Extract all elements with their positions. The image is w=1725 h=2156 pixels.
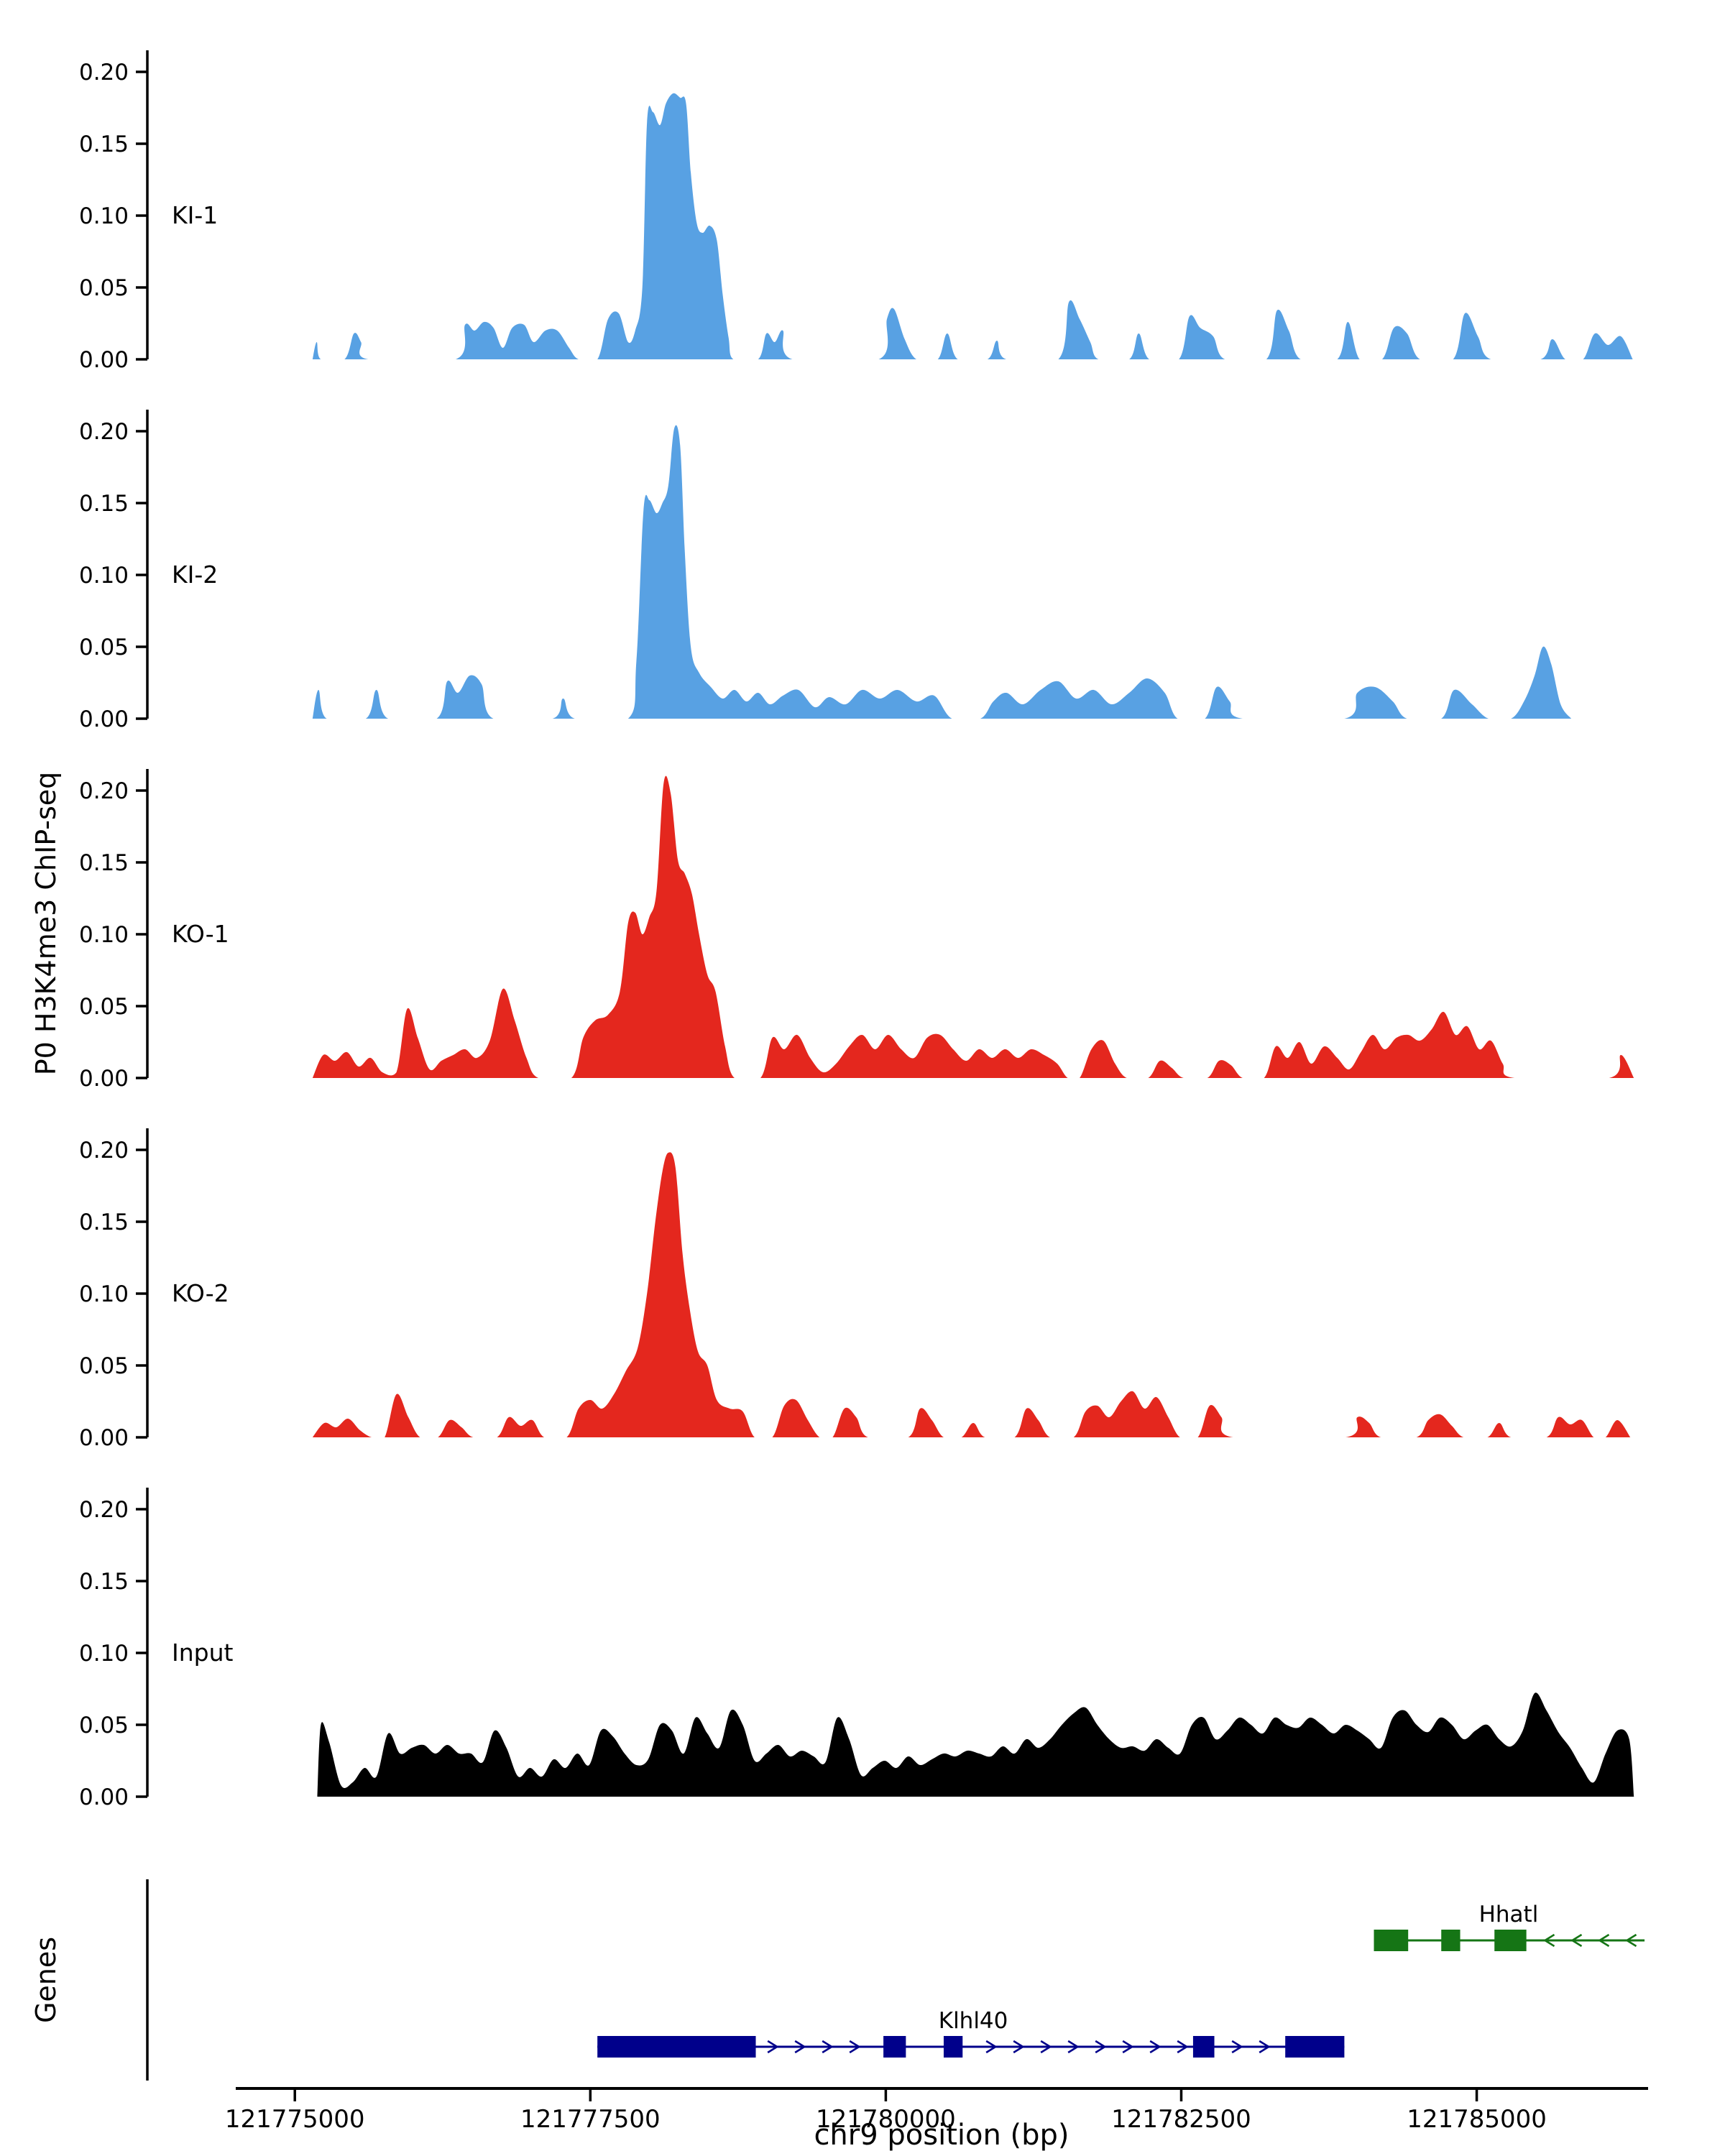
y-axis-ticks: 0.00 0.05 0.10 0.15 0.20 (79, 1497, 147, 1810)
gene-Hhatl: Hhatl (1374, 1902, 1645, 1951)
track-Input: 0.00 0.05 0.10 0.15 0.20 Input (79, 1488, 1634, 1810)
y-axis-ticks: 0.00 0.05 0.10 0.15 0.20 (79, 60, 147, 373)
genes-axis-title: Genes (30, 1936, 62, 2024)
gene-name-label: Hhatl (1479, 1902, 1539, 1927)
x-tick-label: 121775000 (225, 2105, 365, 2134)
y-tick-label: 0.05 (79, 994, 129, 1020)
gene-exon (597, 2036, 756, 2058)
gene-exon (943, 2036, 963, 2058)
strand-arrow-icon (767, 2040, 779, 2054)
strand-arrow-icon (1013, 2040, 1025, 2054)
strand-arrow-icon (1067, 2040, 1080, 2054)
track-label: KO-1 (172, 920, 229, 948)
strand-arrow-icon (985, 2040, 998, 2054)
gene-name-label: Klhl40 (939, 2008, 1008, 2034)
y-tick-label: 0.05 (79, 1353, 129, 1379)
strand-arrow-icon (1598, 1933, 1610, 1948)
y-tick-label: 0.00 (79, 347, 129, 373)
coverage-area-KI-2 (312, 425, 1572, 719)
gene-Klhl40: Klhl40 (597, 2008, 1345, 2058)
y-tick-label: 0.15 (79, 1210, 129, 1235)
track-KO-1: 0.00 0.05 0.10 0.15 0.20 KO-1 (79, 769, 1634, 1092)
x-tick-label: 121777500 (520, 2105, 661, 2134)
coverage-area-KI-1 (312, 93, 1633, 359)
strand-arrow-icon (1040, 2040, 1052, 2054)
y-tick-label: 0.15 (79, 491, 129, 517)
y-tick-label: 0.20 (79, 60, 129, 86)
strand-arrow-icon (1625, 1933, 1637, 1948)
y-axis-title: P0 H3K4me3 ChIP-seq (30, 771, 62, 1076)
strand-arrow-icon (1259, 2040, 1271, 2054)
coverage-area-Input (317, 1692, 1634, 1797)
y-tick-label: 0.15 (79, 132, 129, 157)
track-KI-2: 0.00 0.05 0.10 0.15 0.20 KI-2 (79, 410, 1572, 732)
y-tick-label: 0.20 (79, 419, 129, 445)
y-tick-label: 0.10 (79, 563, 129, 589)
y-tick-label: 0.10 (79, 1281, 129, 1307)
y-tick-label: 0.20 (79, 1138, 129, 1164)
gene-exon (1441, 1930, 1460, 1951)
strand-arrow-icon (1122, 2040, 1134, 2054)
gene-exon (1192, 2036, 1215, 2058)
y-tick-label: 0.15 (79, 1569, 129, 1595)
strand-arrow-icon (1231, 2040, 1243, 2054)
gene-exon (1374, 1930, 1409, 1951)
strand-arrow-icon (822, 2040, 834, 2054)
y-tick-label: 0.10 (79, 1641, 129, 1667)
y-tick-label: 0.05 (79, 275, 129, 301)
genes-track: Hhatl Klhl40 (146, 1879, 1645, 2081)
x-axis-title: chr9 position (bp) (814, 2119, 1070, 2152)
track-label: KI-1 (172, 201, 218, 229)
strand-arrow-icon (1543, 1933, 1555, 1948)
strand-arrow-icon (1570, 1933, 1583, 1948)
track-label: Input (172, 1639, 234, 1667)
track-KO-2: 0.00 0.05 0.10 0.15 0.20 KO-2 (79, 1128, 1631, 1451)
gene-exon (1285, 2036, 1345, 2058)
y-tick-label: 0.15 (79, 850, 129, 876)
y-tick-label: 0.10 (79, 922, 129, 948)
y-axis-ticks: 0.00 0.05 0.10 0.15 0.20 (79, 419, 147, 732)
gene-exon (1494, 1930, 1527, 1951)
y-axis-ticks: 0.00 0.05 0.10 0.15 0.20 (79, 778, 147, 1092)
gene-exon (883, 2036, 906, 2058)
track-KI-1: 0.00 0.05 0.10 0.15 0.20 KI-1 (79, 50, 1633, 373)
x-axis: 121775000 121777500 121780000 121782500 1217… (225, 2087, 1648, 2134)
track-label: KO-2 (172, 1279, 229, 1307)
strand-arrow-icon (1095, 2040, 1107, 2054)
coverage-area-KO-1 (312, 775, 1634, 1078)
x-tick-label: 121780000 (816, 2105, 956, 2134)
y-tick-label: 0.00 (79, 1066, 129, 1092)
y-tick-label: 0.20 (79, 1497, 129, 1523)
y-tick-label: 0.00 (79, 706, 129, 732)
track-label: KI-2 (172, 561, 218, 589)
coverage-area-KO-2 (312, 1152, 1631, 1437)
y-tick-label: 0.05 (79, 635, 129, 660)
strand-arrow-icon (1149, 2040, 1162, 2054)
strand-arrow-icon (794, 2040, 806, 2054)
x-tick-label: 121782500 (1111, 2105, 1251, 2134)
strand-arrow-icon (849, 2040, 861, 2054)
y-tick-label: 0.10 (79, 203, 129, 229)
y-axis-ticks: 0.00 0.05 0.10 0.15 0.20 (79, 1138, 147, 1451)
x-tick-label: 121785000 (1407, 2105, 1547, 2134)
y-tick-label: 0.00 (79, 1784, 129, 1810)
y-tick-label: 0.05 (79, 1713, 129, 1738)
y-tick-label: 0.00 (79, 1425, 129, 1451)
y-tick-label: 0.20 (79, 778, 129, 804)
strand-arrow-icon (1177, 2040, 1189, 2054)
